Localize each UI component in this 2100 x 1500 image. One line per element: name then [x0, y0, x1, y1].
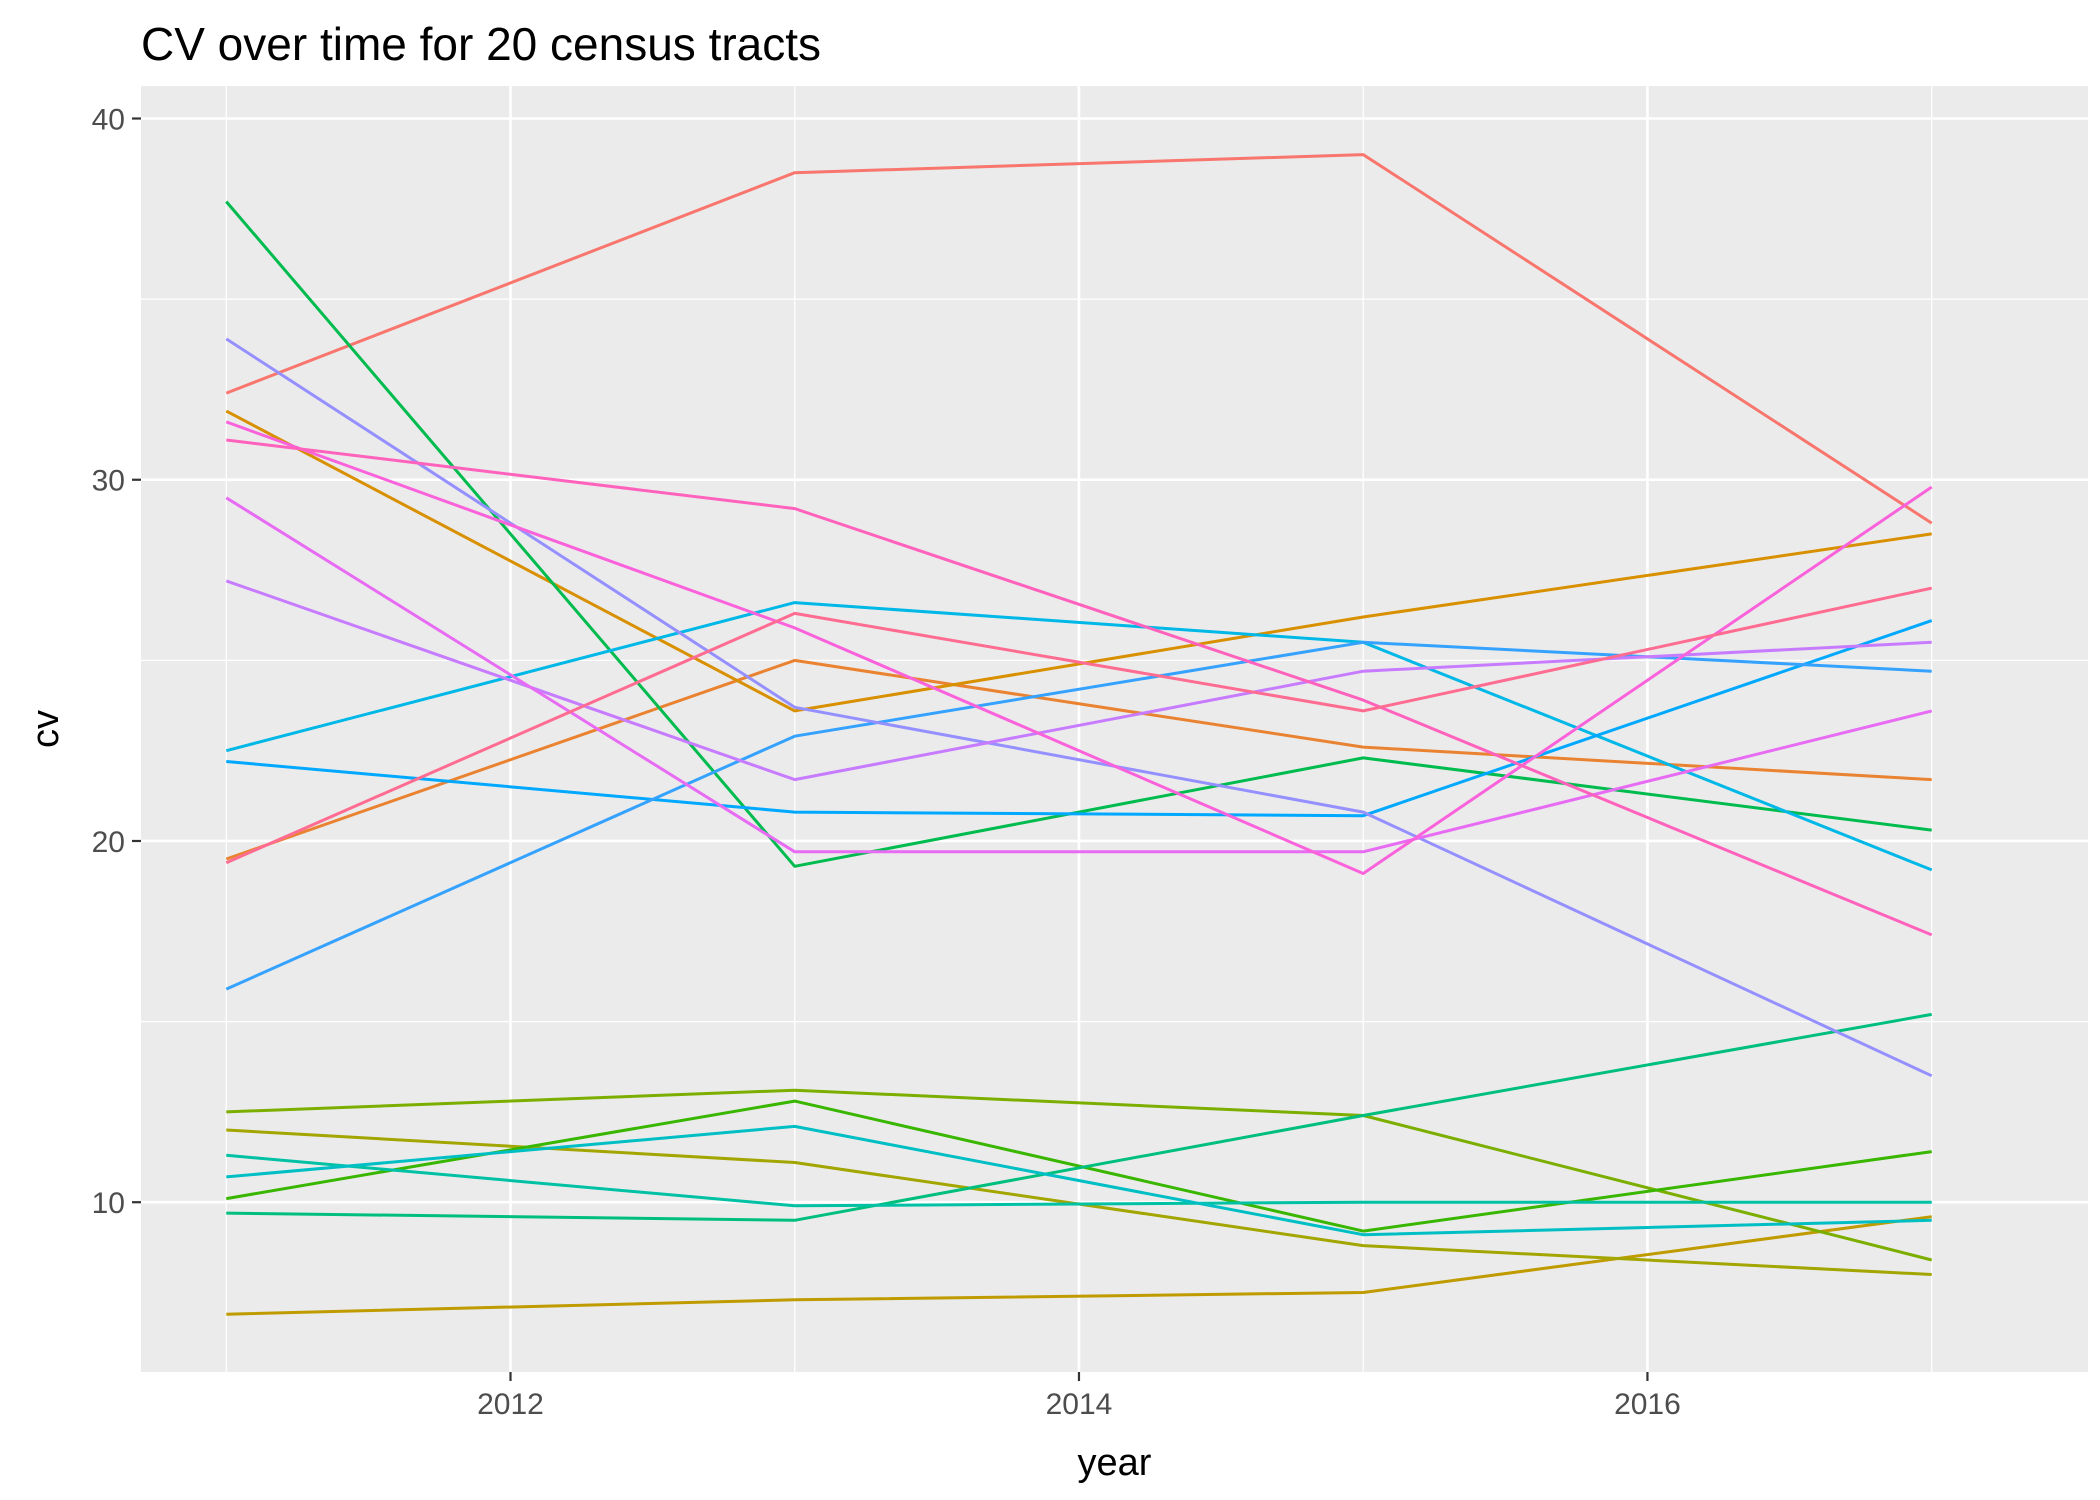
x-tick-label: 2016 — [1614, 1388, 1681, 1421]
series-line-7 — [226, 1099, 1932, 1233]
series-line-11 — [226, 1124, 1932, 1237]
plot-panel — [141, 86, 2088, 1372]
series-lines — [225, 153, 1933, 1316]
y-tick-label: 40 — [92, 104, 125, 137]
x-axis-title: year — [1078, 1442, 1152, 1484]
chart-title: CV over time for 20 census tracts — [141, 18, 821, 70]
x-axis: 2012 2014 2016 — [477, 1372, 1681, 1421]
series-line-9 — [226, 1012, 1932, 1222]
y-axis-title: cv — [25, 710, 67, 748]
series-line-13 — [226, 619, 1933, 818]
x-tick-label: 2012 — [477, 1388, 544, 1421]
series-line-10 — [226, 1153, 1932, 1208]
y-tick-label: 20 — [92, 826, 125, 859]
y-tick-label: 30 — [92, 465, 125, 498]
series-line-1 — [225, 153, 1933, 525]
series-line-8 — [225, 200, 1932, 868]
series-line-16 — [225, 579, 1932, 782]
series-line-17 — [225, 496, 1933, 854]
series-line-2 — [225, 658, 1932, 861]
y-tick-label: 10 — [92, 1187, 125, 1220]
major-gridlines — [141, 86, 2088, 1372]
series-line-3 — [225, 409, 1932, 713]
series-line-12 — [225, 601, 1933, 872]
series-line-19 — [226, 438, 1933, 937]
series-line-20 — [225, 586, 1933, 865]
y-axis: 10 20 30 40 — [92, 104, 141, 1220]
x-tick-label: 2014 — [1046, 1388, 1113, 1421]
series-line-4 — [226, 1215, 1932, 1316]
series-line-6 — [226, 1088, 1933, 1262]
series-line-15 — [225, 337, 1933, 1078]
series-line-18 — [225, 420, 1933, 875]
